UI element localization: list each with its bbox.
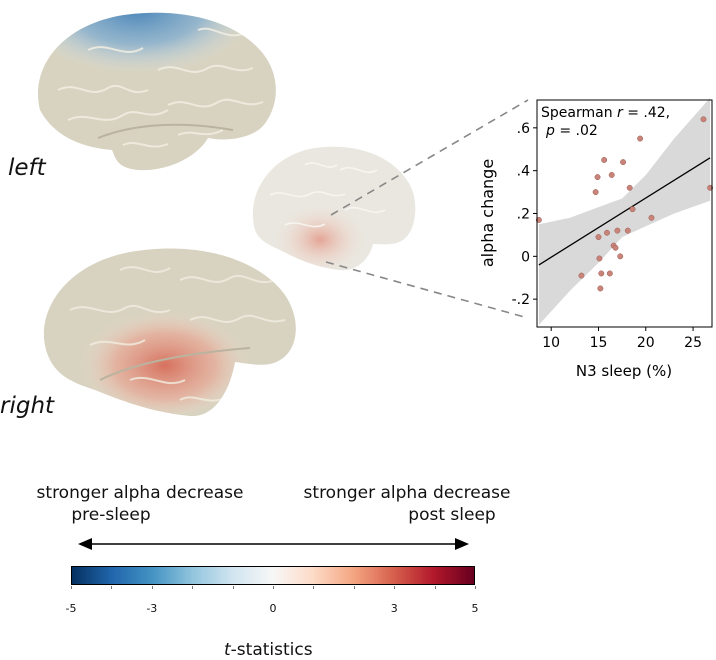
colorbar-ticks: -5 -3 0 3 5: [66, 586, 479, 616]
colorbar-tick-label: 5: [471, 602, 479, 615]
scatter-point: [700, 116, 707, 123]
scatter-point: [614, 227, 621, 234]
scatter-point: [612, 244, 619, 251]
positive-direction-annotation: stronger alpha decrease post sleep: [287, 482, 527, 526]
colorbar-minor-tick: [394, 586, 396, 589]
scatter-point: [620, 159, 627, 166]
inset-brain: [252, 146, 416, 271]
scatter-point: [598, 270, 605, 277]
scatter-point: [595, 234, 602, 241]
colorbar-minor-tick: [232, 586, 234, 589]
y-tick-label: .6: [517, 121, 530, 137]
scatter-point: [535, 216, 542, 223]
scatter-point: [626, 184, 633, 191]
colorbar: [71, 566, 475, 585]
scatter-point: [601, 157, 608, 163]
colorbar-tick-label: 3: [390, 602, 398, 615]
scatter-point: [578, 272, 585, 279]
colorbar-tick-label: -3: [146, 602, 158, 615]
scatter-point: [596, 255, 603, 262]
left-hemisphere-label: left: [8, 155, 46, 181]
y-axis-label: alpha change: [478, 159, 497, 267]
scatter-point: [604, 229, 610, 236]
spearman-annotation-line2: p = .02: [545, 123, 598, 139]
colorbar-minor-tick: [273, 586, 274, 589]
x-tick-label: 15: [590, 335, 608, 351]
y-tick-label: .2: [517, 207, 530, 223]
y-tick-label: .4: [517, 164, 530, 180]
x-tick-label: 25: [684, 335, 702, 351]
x-axis-label: N3 sleep (%): [576, 362, 672, 380]
scatter-point: [597, 285, 604, 292]
negative-direction-annotation: stronger alpha decrease pre-sleep: [20, 482, 260, 526]
scatter-point: [648, 214, 655, 221]
colorbar-minor-tick: [313, 586, 315, 589]
scatter-plot: 10 15 20 25 -.2 0 .2 .4 .6 Spearman r = .42, p …: [478, 97, 714, 380]
positive-annotation-line2: post sleep: [408, 505, 496, 525]
colorbar-minor-tick: [151, 586, 153, 589]
colorbar-tick-label: -5: [65, 602, 77, 615]
scatter-point: [606, 270, 613, 277]
scatter-point: [707, 184, 714, 191]
scatter-point: [608, 172, 615, 178]
negative-annotation-line1: stronger alpha decrease: [36, 483, 244, 503]
negative-annotation-line2: pre-sleep: [71, 505, 151, 525]
y-tick-label: -.2: [512, 292, 530, 308]
scatter-point: [624, 227, 631, 234]
colorbar-minor-tick: [71, 586, 72, 589]
colorbar-label: t-statistics: [224, 640, 313, 660]
right-hemisphere-label: right: [0, 393, 55, 419]
scatter-point: [637, 135, 644, 142]
scatter-point: [592, 189, 599, 196]
colorbar-minor-tick: [434, 586, 436, 589]
y-tick-label: 0: [521, 249, 530, 265]
left-hemisphere-brain: [38, 12, 276, 171]
x-tick-label: 10: [542, 335, 560, 351]
colorbar-minor-tick: [475, 586, 476, 589]
scatter-point: [594, 174, 601, 181]
colorbar-tick-label: 0: [269, 602, 277, 615]
x-tick-label: 20: [637, 335, 655, 351]
right-hemisphere-brain: [43, 248, 296, 417]
colorbar-minor-tick: [111, 586, 113, 589]
regression-line: [538, 157, 711, 266]
colorbar-minor-tick: [353, 586, 355, 589]
direction-arrow: [78, 538, 469, 550]
spearman-annotation-line1: Spearman r = .42,: [541, 105, 670, 121]
positive-annotation-line1: stronger alpha decrease: [303, 483, 511, 503]
scatter-point: [629, 206, 636, 213]
scatter-point: [617, 253, 624, 260]
colorbar-minor-tick: [192, 586, 194, 589]
